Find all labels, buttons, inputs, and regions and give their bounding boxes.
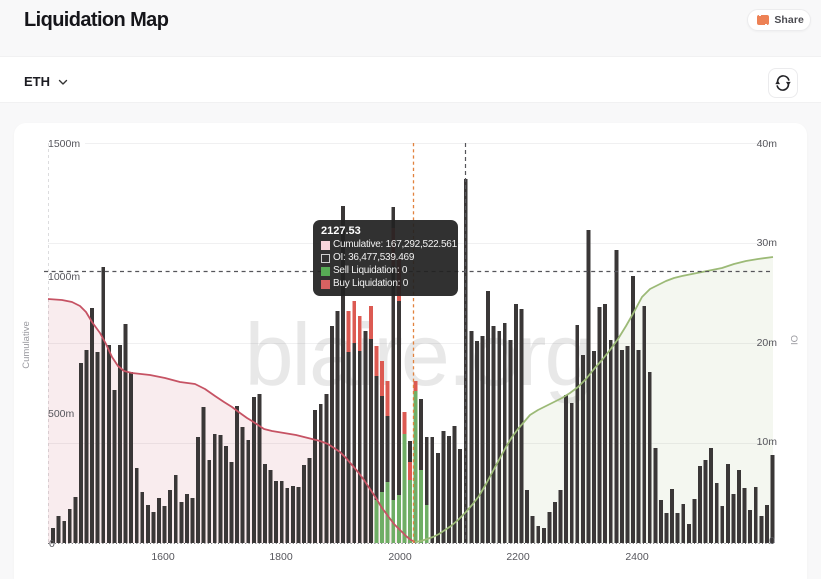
- svg-text:500m: 500m: [48, 408, 75, 420]
- svg-text:1500m: 1500m: [48, 138, 80, 150]
- svg-text:2000: 2000: [388, 551, 412, 563]
- svg-text:10m: 10m: [757, 436, 778, 448]
- svg-text:30m: 30m: [757, 237, 778, 249]
- svg-text:1800: 1800: [269, 551, 293, 563]
- svg-text:1600: 1600: [151, 551, 175, 563]
- svg-text:Cumulative: Cumulative: [21, 321, 32, 369]
- svg-text:0: 0: [49, 538, 55, 550]
- svg-text:OI: OI: [788, 335, 799, 345]
- svg-text:1000m: 1000m: [48, 271, 80, 283]
- svg-text:0: 0: [769, 535, 775, 547]
- svg-text:20m: 20m: [757, 337, 778, 349]
- svg-text:2200: 2200: [506, 551, 530, 563]
- svg-text:2400: 2400: [625, 551, 649, 563]
- svg-text:blaire.org: blaire.org: [245, 305, 592, 404]
- svg-text:40m: 40m: [757, 138, 778, 150]
